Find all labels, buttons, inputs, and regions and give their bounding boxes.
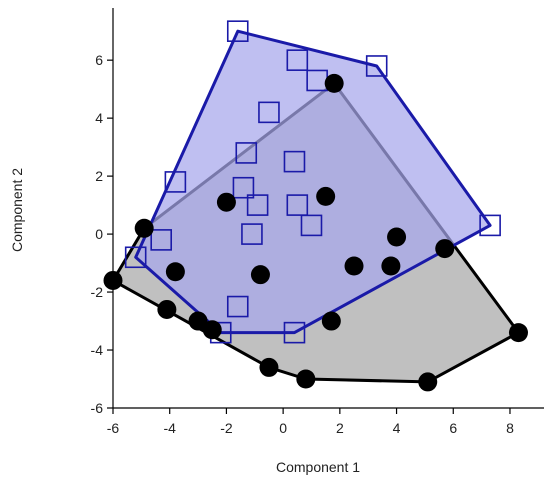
point-series-2 [418,372,438,392]
point-series-2 [250,265,270,285]
point-series-2 [157,299,177,319]
point-series-2 [202,320,222,340]
point-series-1 [283,150,306,173]
scatter-markers [103,20,528,392]
point-series-1 [258,101,280,124]
y-tick-label: 4 [95,110,103,126]
point-series-2 [324,73,344,93]
y-tick-label: 2 [95,168,103,184]
point-series-1 [365,55,388,77]
point-series-2 [103,270,123,290]
point-series-1 [241,223,263,245]
point-series-2 [387,227,407,247]
point-series-1 [479,214,501,237]
y-tick-label: -2 [91,284,104,300]
point-series-2 [216,192,236,212]
point-series-2 [134,218,154,238]
x-tick-label: 2 [336,420,344,436]
x-tick-label: 6 [449,420,457,436]
y-tick-label: -4 [91,342,104,358]
point-series-1 [286,49,309,71]
x-tick-label: 8 [506,420,514,436]
point-series-1 [232,176,255,199]
point-series-2 [435,239,455,259]
point-series-1 [246,194,269,216]
point-series-1 [226,295,249,318]
point-series-2 [344,256,364,276]
point-series-1 [300,214,323,237]
y-tick-label: 6 [95,52,103,68]
x-tick-label: -6 [107,420,120,436]
point-series-1 [150,229,173,251]
point-series-1 [124,246,147,269]
point-series-2 [296,369,316,389]
point-series-2 [165,262,185,282]
point-series-1 [283,321,306,344]
x-tick-label: 4 [393,420,401,436]
point-series-2 [188,311,208,331]
point-series-2 [381,256,401,276]
axes: -6 -4 -2 0 2 4 6 8 -6 -4 -2 0 2 4 6 [91,8,544,436]
point-series-1 [226,20,249,42]
x-tick-label: -2 [220,420,233,436]
x-tick-label: 0 [279,420,287,436]
x-tick-label: -4 [163,420,176,436]
y-tick-label: -6 [91,400,104,416]
convex-hulls [111,29,520,384]
point-series-1 [235,142,258,164]
point-series-1 [286,194,309,216]
point-series-1 [164,171,187,193]
point-series-2 [259,357,279,377]
y-tick-label: 0 [95,226,103,242]
x-axis-title: Component 1 [276,459,360,475]
point-series-2 [508,323,528,343]
point-series-2 [316,186,336,206]
y-axis-title: Component 2 [9,168,25,252]
point-series-2 [321,311,341,331]
